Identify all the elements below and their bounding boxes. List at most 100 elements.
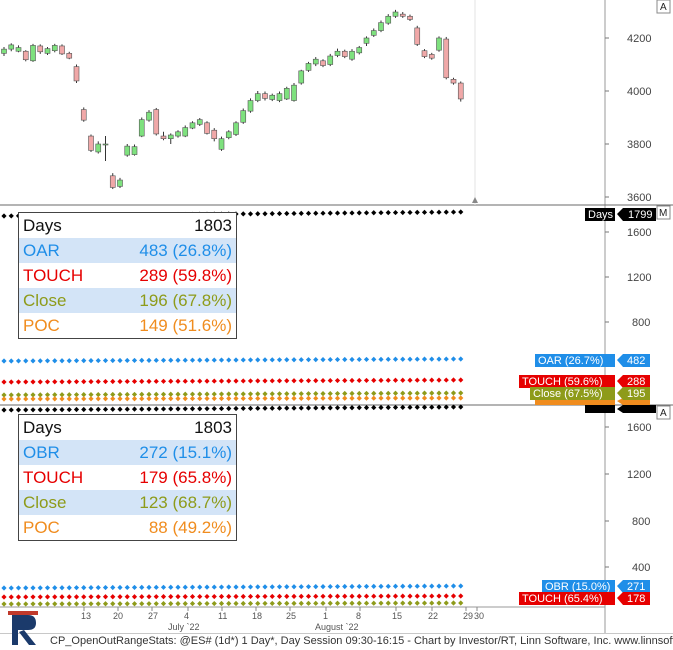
series-dot	[240, 600, 246, 607]
panel1-dot-series	[1, 209, 464, 402]
series-dot	[443, 593, 449, 599]
series-dot	[371, 377, 377, 383]
series-dot	[73, 406, 80, 413]
series-dot	[139, 357, 145, 363]
candle-body	[30, 45, 36, 62]
series-dot	[52, 396, 58, 402]
series-dot	[305, 593, 312, 599]
series-dot	[371, 593, 377, 599]
series-dot	[450, 377, 457, 383]
series-dot	[342, 405, 348, 411]
series-dot	[88, 594, 94, 600]
series-dot	[414, 593, 420, 599]
series-dot	[327, 377, 333, 384]
series-dot	[168, 378, 174, 384]
candle	[131, 144, 138, 156]
series-dot	[392, 600, 399, 606]
series-dot	[59, 392, 65, 398]
panel2-scale-button[interactable]: A	[656, 405, 671, 420]
series-dot	[327, 390, 333, 397]
series-dot	[182, 601, 188, 607]
series-dot	[327, 405, 333, 411]
series-dot	[356, 583, 362, 590]
series-dot	[240, 357, 246, 363]
stats-label: Close	[23, 493, 67, 512]
series-dot	[458, 209, 464, 215]
series-dot	[189, 395, 196, 402]
day-label: 8	[356, 611, 361, 621]
stats-value: 88 (49.2%)	[148, 518, 232, 537]
series-dot	[400, 209, 406, 216]
series-dot	[421, 356, 428, 362]
panel1-close-tag: Close (67.5%) 195	[530, 387, 650, 400]
series-dot	[117, 594, 123, 600]
price-tick: 3800	[627, 139, 651, 151]
series-dot	[429, 593, 435, 599]
series-dot	[247, 405, 254, 411]
candlestick-series[interactable]	[1, 9, 464, 190]
series-dot	[240, 211, 246, 217]
candle	[59, 44, 65, 55]
series-dot	[110, 406, 116, 412]
series-dot	[197, 584, 203, 590]
candle-body	[160, 135, 167, 140]
price-scale-button[interactable]: A	[656, 0, 671, 14]
series-dot	[284, 391, 290, 397]
series-dot	[305, 405, 312, 411]
series-dot	[23, 585, 29, 591]
series-dot	[175, 396, 181, 402]
series-dot	[102, 391, 109, 398]
series-dot	[313, 584, 319, 590]
series-dot	[407, 209, 413, 216]
series-dot	[334, 390, 341, 397]
series-dot	[44, 601, 51, 607]
series-dot	[421, 390, 428, 396]
candle-body	[175, 131, 181, 137]
series-dot	[349, 593, 355, 599]
series-dot	[139, 584, 145, 590]
panel1-oar-tag: OAR (26.7%) 482	[535, 354, 650, 367]
series-dot	[226, 584, 232, 590]
series-dot	[95, 396, 101, 402]
series-dot	[204, 593, 210, 600]
series-dot	[349, 583, 355, 590]
series-dot	[124, 584, 130, 591]
series-dot	[443, 600, 449, 606]
candle	[356, 45, 363, 55]
series-dot	[131, 396, 138, 402]
panel1-scale-button[interactable]: M	[656, 205, 671, 220]
candle-body	[15, 47, 22, 52]
series-dot	[313, 405, 319, 411]
series-dot	[334, 377, 341, 384]
stats-label: TOUCH	[23, 266, 84, 285]
series-dot	[392, 593, 399, 599]
series-dot	[102, 378, 109, 385]
days-total: 1803	[194, 418, 232, 437]
series-dot	[269, 584, 275, 590]
stats-label: POC	[23, 518, 60, 537]
panel2-axis: 1600 1200 800 400	[627, 422, 651, 574]
series-dot	[30, 594, 36, 600]
series-dot	[44, 585, 51, 591]
series-dot	[247, 600, 254, 607]
series-dot	[269, 357, 275, 363]
candle-body	[88, 135, 94, 151]
candle	[189, 121, 196, 130]
series-dot	[8, 601, 14, 607]
series-dot	[37, 379, 43, 385]
series-dot	[356, 593, 362, 599]
series-dot	[443, 377, 449, 383]
series-dot	[378, 404, 384, 411]
series-dot	[429, 404, 435, 410]
candle	[117, 177, 123, 188]
panel2-dot-series	[1, 404, 464, 607]
series-dot	[378, 390, 384, 396]
candle-body	[436, 37, 442, 51]
series-dot	[436, 209, 442, 215]
candle	[109, 173, 116, 190]
series-dot	[378, 210, 384, 216]
stats-row-close: Close 196 (67.8%)	[19, 288, 236, 313]
series-dot	[197, 391, 203, 397]
series-dot	[443, 404, 449, 410]
